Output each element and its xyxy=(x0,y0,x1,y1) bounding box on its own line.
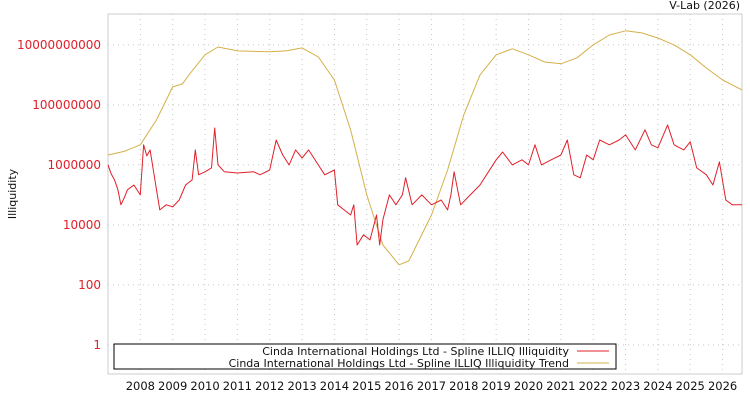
x-tick-label: 2015 xyxy=(352,379,381,393)
legend-box xyxy=(113,343,617,370)
x-tick-label: 2025 xyxy=(676,379,705,393)
x-tick-label: 2013 xyxy=(287,379,316,393)
x-tick-label: 2019 xyxy=(482,379,511,393)
series-group xyxy=(107,30,743,266)
x-tick-label: 2024 xyxy=(643,379,672,393)
y-tick-label: 100 xyxy=(78,278,101,292)
x-tick-label: 2023 xyxy=(611,379,640,393)
x-tick-label: 2022 xyxy=(579,379,608,393)
y-tick-label: 1000000 xyxy=(48,158,101,172)
x-tick-label: 2020 xyxy=(514,379,543,393)
legend-label-trend: Cinda International Holdings Ltd - Splin… xyxy=(229,357,569,370)
x-tick-label: 2012 xyxy=(255,379,284,393)
x-tick-label: 2010 xyxy=(190,379,219,393)
y-axis-label: Illiquidity xyxy=(6,168,19,219)
y-tick-label: 1 xyxy=(93,338,101,352)
x-tick-label: 2021 xyxy=(546,379,575,393)
y-tick-label: 100000000 xyxy=(32,98,101,112)
legend: Cinda International Holdings Ltd - Splin… xyxy=(113,343,617,370)
legend-label-illiquidity: Cinda International Holdings Ltd - Splin… xyxy=(262,345,569,358)
x-tick-label: 2018 xyxy=(449,379,478,393)
x-tick-label: 2014 xyxy=(320,379,349,393)
y-tick-label: 10000 xyxy=(63,218,101,232)
y-tick-label: 10000000000 xyxy=(17,38,101,52)
grid xyxy=(108,14,742,374)
plot-border xyxy=(107,13,743,375)
x-tick-label: 2011 xyxy=(223,379,252,393)
x-tick-label: 2016 xyxy=(384,379,413,393)
x-tick-label: 2008 xyxy=(126,379,155,393)
chart-title: V-Lab (2026) xyxy=(669,0,740,12)
y-axis: 1 100 10000 1000000 100000000 10000000000 xyxy=(17,38,101,352)
trend-line xyxy=(107,30,743,266)
x-tick-label: 2026 xyxy=(708,379,737,393)
x-tick-label: 2009 xyxy=(158,379,187,393)
x-axis: 2008 2009 2010 2011 2012 2013 2014 2015 2016 2017… xyxy=(126,379,738,393)
x-tick-label: 2017 xyxy=(417,379,446,393)
illiquidity-line xyxy=(107,124,742,246)
